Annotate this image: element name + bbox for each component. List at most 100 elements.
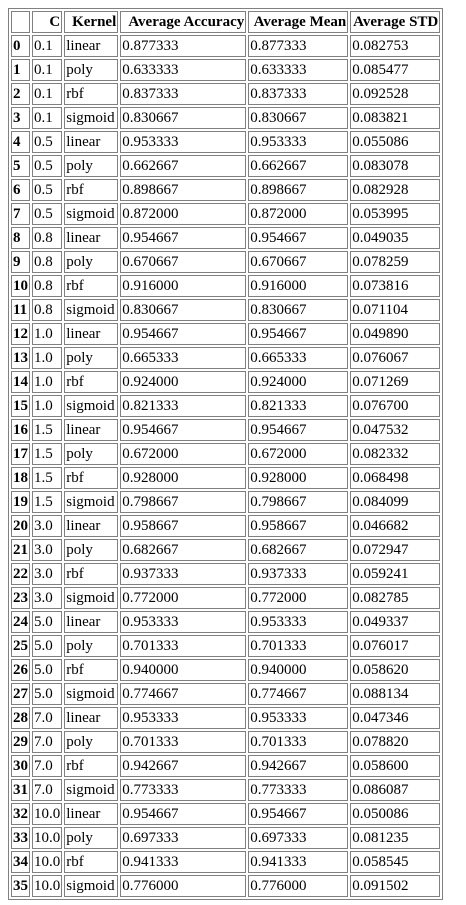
table-row: 24 5.0 linear 0.953333 0.953333 0.049337: [11, 611, 441, 633]
table-row: 25 5.0 poly 0.701333 0.701333 0.076017: [11, 635, 441, 657]
cell-c: 0.8: [32, 251, 63, 273]
cell-kernel: rbf: [64, 275, 119, 297]
cell-average-mean: 0.697333: [248, 827, 349, 849]
table-row: 3 0.1 sigmoid 0.830667 0.830667 0.083821: [11, 107, 441, 129]
cell-average-accuracy: 0.774667: [120, 683, 247, 705]
cell-average-std: 0.058545: [350, 851, 441, 873]
cell-c: 3.0: [32, 587, 63, 609]
row-index: 2: [11, 83, 30, 105]
cell-average-accuracy: 0.773333: [120, 779, 247, 801]
cell-average-mean: 0.942667: [248, 755, 349, 777]
cell-kernel: linear: [64, 419, 119, 441]
cell-kernel: sigmoid: [64, 683, 119, 705]
cell-kernel: sigmoid: [64, 299, 119, 321]
cell-kernel: linear: [64, 611, 119, 633]
table-row: 20 3.0 linear 0.958667 0.958667 0.046682: [11, 515, 441, 537]
table-row: 16 1.5 linear 0.954667 0.954667 0.047532: [11, 419, 441, 441]
cell-kernel: rbf: [64, 179, 119, 201]
cell-kernel: sigmoid: [64, 779, 119, 801]
cell-average-mean: 0.872000: [248, 203, 349, 225]
cell-average-std: 0.073816: [350, 275, 441, 297]
cell-average-std: 0.078820: [350, 731, 441, 753]
cell-average-mean: 0.954667: [248, 227, 349, 249]
cell-average-std: 0.082785: [350, 587, 441, 609]
table-row: 15 1.0 sigmoid 0.821333 0.821333 0.076700: [11, 395, 441, 417]
row-index: 28: [11, 707, 30, 729]
cell-kernel: poly: [64, 539, 119, 561]
cell-average-std: 0.068498: [350, 467, 441, 489]
table-row: 11 0.8 sigmoid 0.830667 0.830667 0.071104: [11, 299, 441, 321]
row-index: 7: [11, 203, 30, 225]
cell-kernel: linear: [64, 323, 119, 345]
cell-c: 0.8: [32, 299, 63, 321]
cell-average-accuracy: 0.958667: [120, 515, 247, 537]
row-index: 15: [11, 395, 30, 417]
table-row: 8 0.8 linear 0.954667 0.954667 0.049035: [11, 227, 441, 249]
table-row: 34 10.0 rbf 0.941333 0.941333 0.058545: [11, 851, 441, 873]
cell-kernel: rbf: [64, 467, 119, 489]
cell-average-std: 0.047532: [350, 419, 441, 441]
cell-average-mean: 0.928000: [248, 467, 349, 489]
row-index: 23: [11, 587, 30, 609]
header-c: C: [32, 11, 63, 33]
cell-c: 1.0: [32, 371, 63, 393]
cell-kernel: linear: [64, 515, 119, 537]
cell-c: 1.5: [32, 443, 63, 465]
cell-c: 0.1: [32, 35, 63, 57]
cell-kernel: sigmoid: [64, 107, 119, 129]
cell-average-std: 0.071104: [350, 299, 441, 321]
header-average-std: Average STD: [350, 11, 441, 33]
row-index: 1: [11, 59, 30, 81]
cell-average-mean: 0.898667: [248, 179, 349, 201]
row-index: 4: [11, 131, 30, 153]
cell-average-accuracy: 0.701333: [120, 635, 247, 657]
row-index: 30: [11, 755, 30, 777]
table-row: 28 7.0 linear 0.953333 0.953333 0.047346: [11, 707, 441, 729]
cell-c: 7.0: [32, 779, 63, 801]
cell-average-accuracy: 0.928000: [120, 467, 247, 489]
cell-average-std: 0.082753: [350, 35, 441, 57]
cell-average-mean: 0.821333: [248, 395, 349, 417]
cell-c: 1.0: [32, 323, 63, 345]
cell-average-std: 0.081235: [350, 827, 441, 849]
cell-kernel: poly: [64, 731, 119, 753]
cell-kernel: sigmoid: [64, 491, 119, 513]
table-row: 31 7.0 sigmoid 0.773333 0.773333 0.086087: [11, 779, 441, 801]
cell-average-mean: 0.954667: [248, 323, 349, 345]
cell-average-accuracy: 0.924000: [120, 371, 247, 393]
cell-average-accuracy: 0.830667: [120, 299, 247, 321]
cell-c: 5.0: [32, 635, 63, 657]
row-index: 10: [11, 275, 30, 297]
table-row: 10 0.8 rbf 0.916000 0.916000 0.073816: [11, 275, 441, 297]
cell-kernel: linear: [64, 707, 119, 729]
row-index: 8: [11, 227, 30, 249]
cell-average-accuracy: 0.672000: [120, 443, 247, 465]
header-average-mean: Average Mean: [248, 11, 349, 33]
row-index: 14: [11, 371, 30, 393]
cell-average-mean: 0.954667: [248, 419, 349, 441]
cell-average-std: 0.076017: [350, 635, 441, 657]
cell-average-accuracy: 0.682667: [120, 539, 247, 561]
cell-c: 1.0: [32, 395, 63, 417]
cell-average-std: 0.078259: [350, 251, 441, 273]
cell-average-accuracy: 0.665333: [120, 347, 247, 369]
cell-average-accuracy: 0.940000: [120, 659, 247, 681]
cell-kernel: linear: [64, 35, 119, 57]
cell-average-accuracy: 0.670667: [120, 251, 247, 273]
cell-c: 5.0: [32, 611, 63, 633]
cell-kernel: poly: [64, 443, 119, 465]
cell-average-std: 0.049035: [350, 227, 441, 249]
row-index: 21: [11, 539, 30, 561]
table-row: 17 1.5 poly 0.672000 0.672000 0.082332: [11, 443, 441, 465]
cell-kernel: poly: [64, 251, 119, 273]
cell-average-std: 0.092528: [350, 83, 441, 105]
cell-average-mean: 0.953333: [248, 611, 349, 633]
table-row: 5 0.5 poly 0.662667 0.662667 0.083078: [11, 155, 441, 177]
cell-average-mean: 0.776000: [248, 875, 349, 897]
cell-average-accuracy: 0.954667: [120, 323, 247, 345]
cell-kernel: poly: [64, 635, 119, 657]
row-index: 12: [11, 323, 30, 345]
cell-average-mean: 0.798667: [248, 491, 349, 513]
cell-c: 0.5: [32, 203, 63, 225]
